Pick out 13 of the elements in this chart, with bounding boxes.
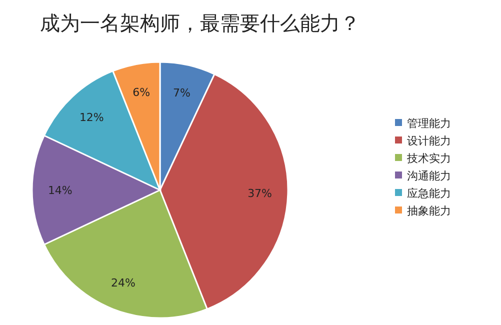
chart-title: 成为一名架构师，最需要什么能力？ (40, 11, 360, 35)
data-label: 37% (248, 186, 272, 200)
legend-label: 管理能力 (407, 116, 451, 130)
legend-label: 沟通能力 (407, 169, 451, 182)
data-label: 12% (79, 111, 104, 124)
legend-label: 技术实力 (406, 152, 451, 165)
data-label: 14% (48, 184, 72, 197)
legend-label: 抽象能力 (407, 204, 451, 218)
data-label: 7% (173, 86, 191, 100)
legend-label: 设计能力 (407, 134, 451, 148)
data-label: 24% (111, 276, 136, 290)
legend-label: 应急能力 (407, 186, 451, 200)
data-label: 6% (132, 86, 150, 99)
